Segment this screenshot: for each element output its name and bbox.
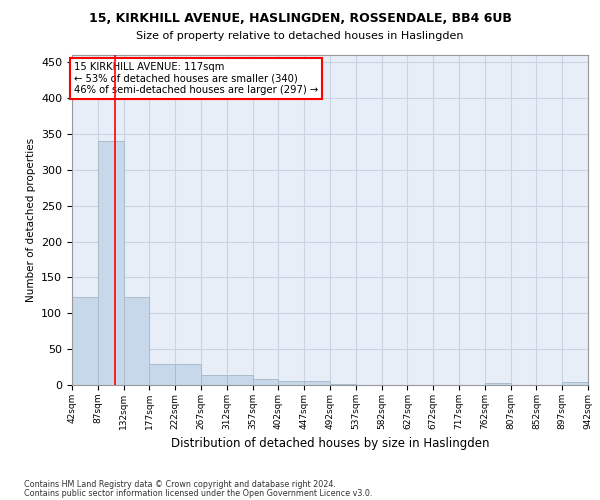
Bar [124,298,149,385]
Bar [278,382,304,385]
Bar [227,375,253,385]
Bar [253,380,278,385]
Text: Size of property relative to detached houses in Haslingden: Size of property relative to detached ho… [136,31,464,41]
Bar [330,384,356,385]
Y-axis label: Number of detached properties: Number of detached properties [26,138,35,302]
Text: Contains HM Land Registry data © Crown copyright and database right 2024.: Contains HM Land Registry data © Crown c… [24,480,336,489]
Bar [562,382,588,385]
Bar [98,141,124,385]
Bar [201,375,227,385]
Text: 15, KIRKHILL AVENUE, HASLINGDEN, ROSSENDALE, BB4 6UB: 15, KIRKHILL AVENUE, HASLINGDEN, ROSSEND… [89,12,511,26]
Bar [149,364,175,385]
Text: Contains public sector information licensed under the Open Government Licence v3: Contains public sector information licen… [24,490,373,498]
Bar [175,364,201,385]
Bar [304,382,330,385]
Bar [485,383,511,385]
X-axis label: Distribution of detached houses by size in Haslingden: Distribution of detached houses by size … [171,438,489,450]
Text: 15 KIRKHILL AVENUE: 117sqm
← 53% of detached houses are smaller (340)
46% of sem: 15 KIRKHILL AVENUE: 117sqm ← 53% of deta… [74,62,318,96]
Bar [72,298,98,385]
